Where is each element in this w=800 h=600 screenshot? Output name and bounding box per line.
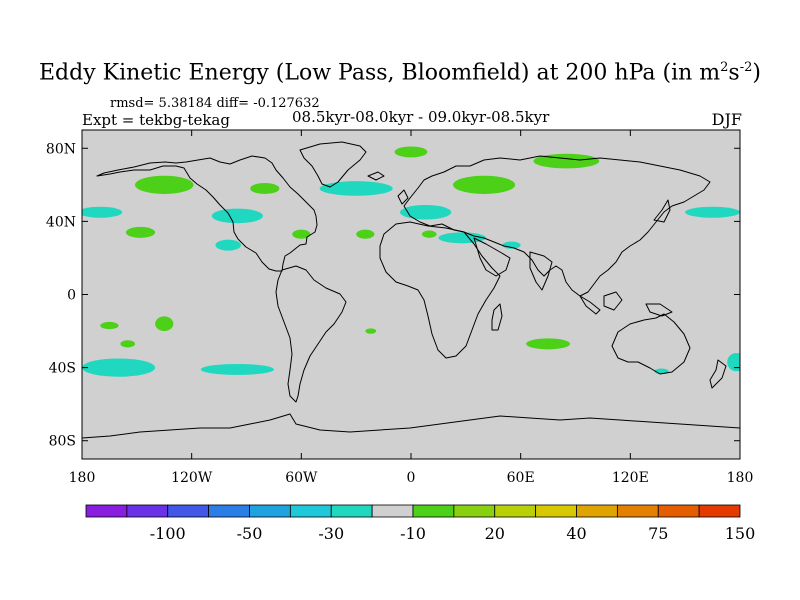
lat-tick-label: 0 <box>67 288 76 304</box>
colorbar-box <box>535 504 577 518</box>
title-superscript-1: 2 <box>720 60 729 75</box>
experiment-label: Expt = tekbg-tekag <box>82 111 230 129</box>
coastline-arabia <box>473 237 511 277</box>
colorbar-box <box>453 504 496 518</box>
chart-title: Eddy Kinetic Energy (Low Pass, Bloomfiel… <box>0 60 800 85</box>
lat-tick-label: 80N <box>46 141 76 157</box>
lon-tick-label: 60E <box>507 470 535 486</box>
coastline-india <box>529 251 553 291</box>
coastline-new-zealand <box>709 359 727 389</box>
colorbar-box <box>371 504 414 518</box>
anomaly-n-africa-positive <box>421 230 437 238</box>
axis-ticks: 180 120W 60W 0 60E 120E 180 80N 40N 0 40S 80S <box>46 130 753 486</box>
anomaly-n-atlantic-negative <box>319 181 393 196</box>
anomaly-s-pacific-positive-b <box>100 321 119 330</box>
colorbar-box <box>576 504 618 518</box>
coastline-madagascar <box>491 303 503 331</box>
colorbar-box <box>616 504 659 518</box>
coastline-britain <box>397 189 409 205</box>
anomaly-n-america-east-negative <box>211 208 263 224</box>
title-text-mid: s <box>728 60 740 86</box>
anomaly-c-america-negative <box>215 239 242 251</box>
title-text-prefix: Eddy Kinetic Energy (Low Pass, Bloomfiel… <box>39 60 721 86</box>
season-label: DJF <box>711 110 742 129</box>
lon-tick-label: 180 <box>69 470 96 486</box>
colorbar-box <box>208 504 250 518</box>
anomaly-arctic-atlantic-positive <box>394 146 428 158</box>
anomaly-s-pacific-positive-a <box>155 316 174 332</box>
lat-tick-label: 80S <box>49 434 76 450</box>
coastline-eurasia <box>403 155 711 297</box>
colorbar-label: -100 <box>150 524 186 543</box>
stats-label: rmsd= 5.38184 diff= -0.127632 <box>110 96 320 111</box>
anomaly-tasman-negative <box>727 352 740 372</box>
anomaly-w-atlantic-positive <box>292 229 311 239</box>
colorbar-label: -50 <box>237 524 263 543</box>
coastline-borneo <box>603 291 623 311</box>
colorbar-label: -30 <box>318 524 344 543</box>
colorbar-box <box>85 504 128 518</box>
colorbar-box <box>167 504 210 518</box>
anomaly-nw-pacific-negative <box>685 206 740 218</box>
anomaly-n-america-positive <box>250 183 280 194</box>
lon-tick-label: 180 <box>727 470 754 486</box>
anomaly-s-pacific-positive-c <box>120 340 136 348</box>
title-text-suffix: ) <box>752 60 761 86</box>
anomaly-s-pacific-negative-a <box>82 358 156 377</box>
anomaly-indian-ocean-positive <box>526 338 571 350</box>
colorbar-box <box>249 504 291 518</box>
anomaly-s-atlantic-positive <box>365 328 377 334</box>
lon-tick-label: 120W <box>171 470 213 486</box>
lon-tick-label: 60W <box>285 470 318 486</box>
coastline-greenland <box>299 141 367 188</box>
colorbar-box <box>412 504 455 518</box>
colorbar-box <box>494 504 537 518</box>
colorbar: -100 -50 -30 -10 20 40 75 150 <box>85 504 756 543</box>
anomaly-n-asia-positive <box>453 175 516 194</box>
lon-tick-label: 0 <box>407 470 416 486</box>
period-label: 08.5kyr-08.0kyr - 09.0kyr-08.5kyr <box>292 108 550 126</box>
coastline-antarctica <box>82 413 740 439</box>
colorbar-label: 20 <box>485 524 505 543</box>
anomaly-fills <box>82 146 740 377</box>
title-superscript-2: -2 <box>739 60 753 75</box>
coastline-north-america <box>96 155 318 272</box>
colorbar-box <box>657 504 700 518</box>
lon-tick-label: 120E <box>612 470 649 486</box>
colorbar-label: -10 <box>400 524 426 543</box>
colorbar-label: 75 <box>648 524 668 543</box>
coastline-australia <box>611 313 691 375</box>
anomaly-atlantic-positive <box>356 229 375 239</box>
colorbar-box <box>330 504 373 518</box>
colorbar-box <box>698 504 741 518</box>
colorbar-label: 150 <box>725 524 756 543</box>
coastline-new-guinea <box>645 303 673 317</box>
lat-tick-label: 40S <box>49 361 76 377</box>
colorbar-label: 40 <box>566 524 586 543</box>
coastline-iceland <box>367 171 385 181</box>
anomaly-mediterranean-negative <box>438 232 486 244</box>
anomaly-n-pacific-negative <box>82 206 123 218</box>
coastline-south-america <box>275 265 347 403</box>
coastline-japan <box>653 199 671 223</box>
anomaly-e-pacific-positive <box>125 226 156 238</box>
anomaly-n-pacific-west-positive <box>135 175 194 194</box>
lat-tick-label: 40N <box>46 214 76 230</box>
coastlines <box>82 141 740 439</box>
colorbar-box <box>126 504 169 518</box>
coastline-sumatra <box>579 295 601 315</box>
anomaly-s-pacific-negative-b <box>200 363 274 375</box>
anomaly-europe-negative <box>400 204 452 220</box>
coastline-africa <box>379 221 501 359</box>
colorbar-box <box>289 504 332 518</box>
